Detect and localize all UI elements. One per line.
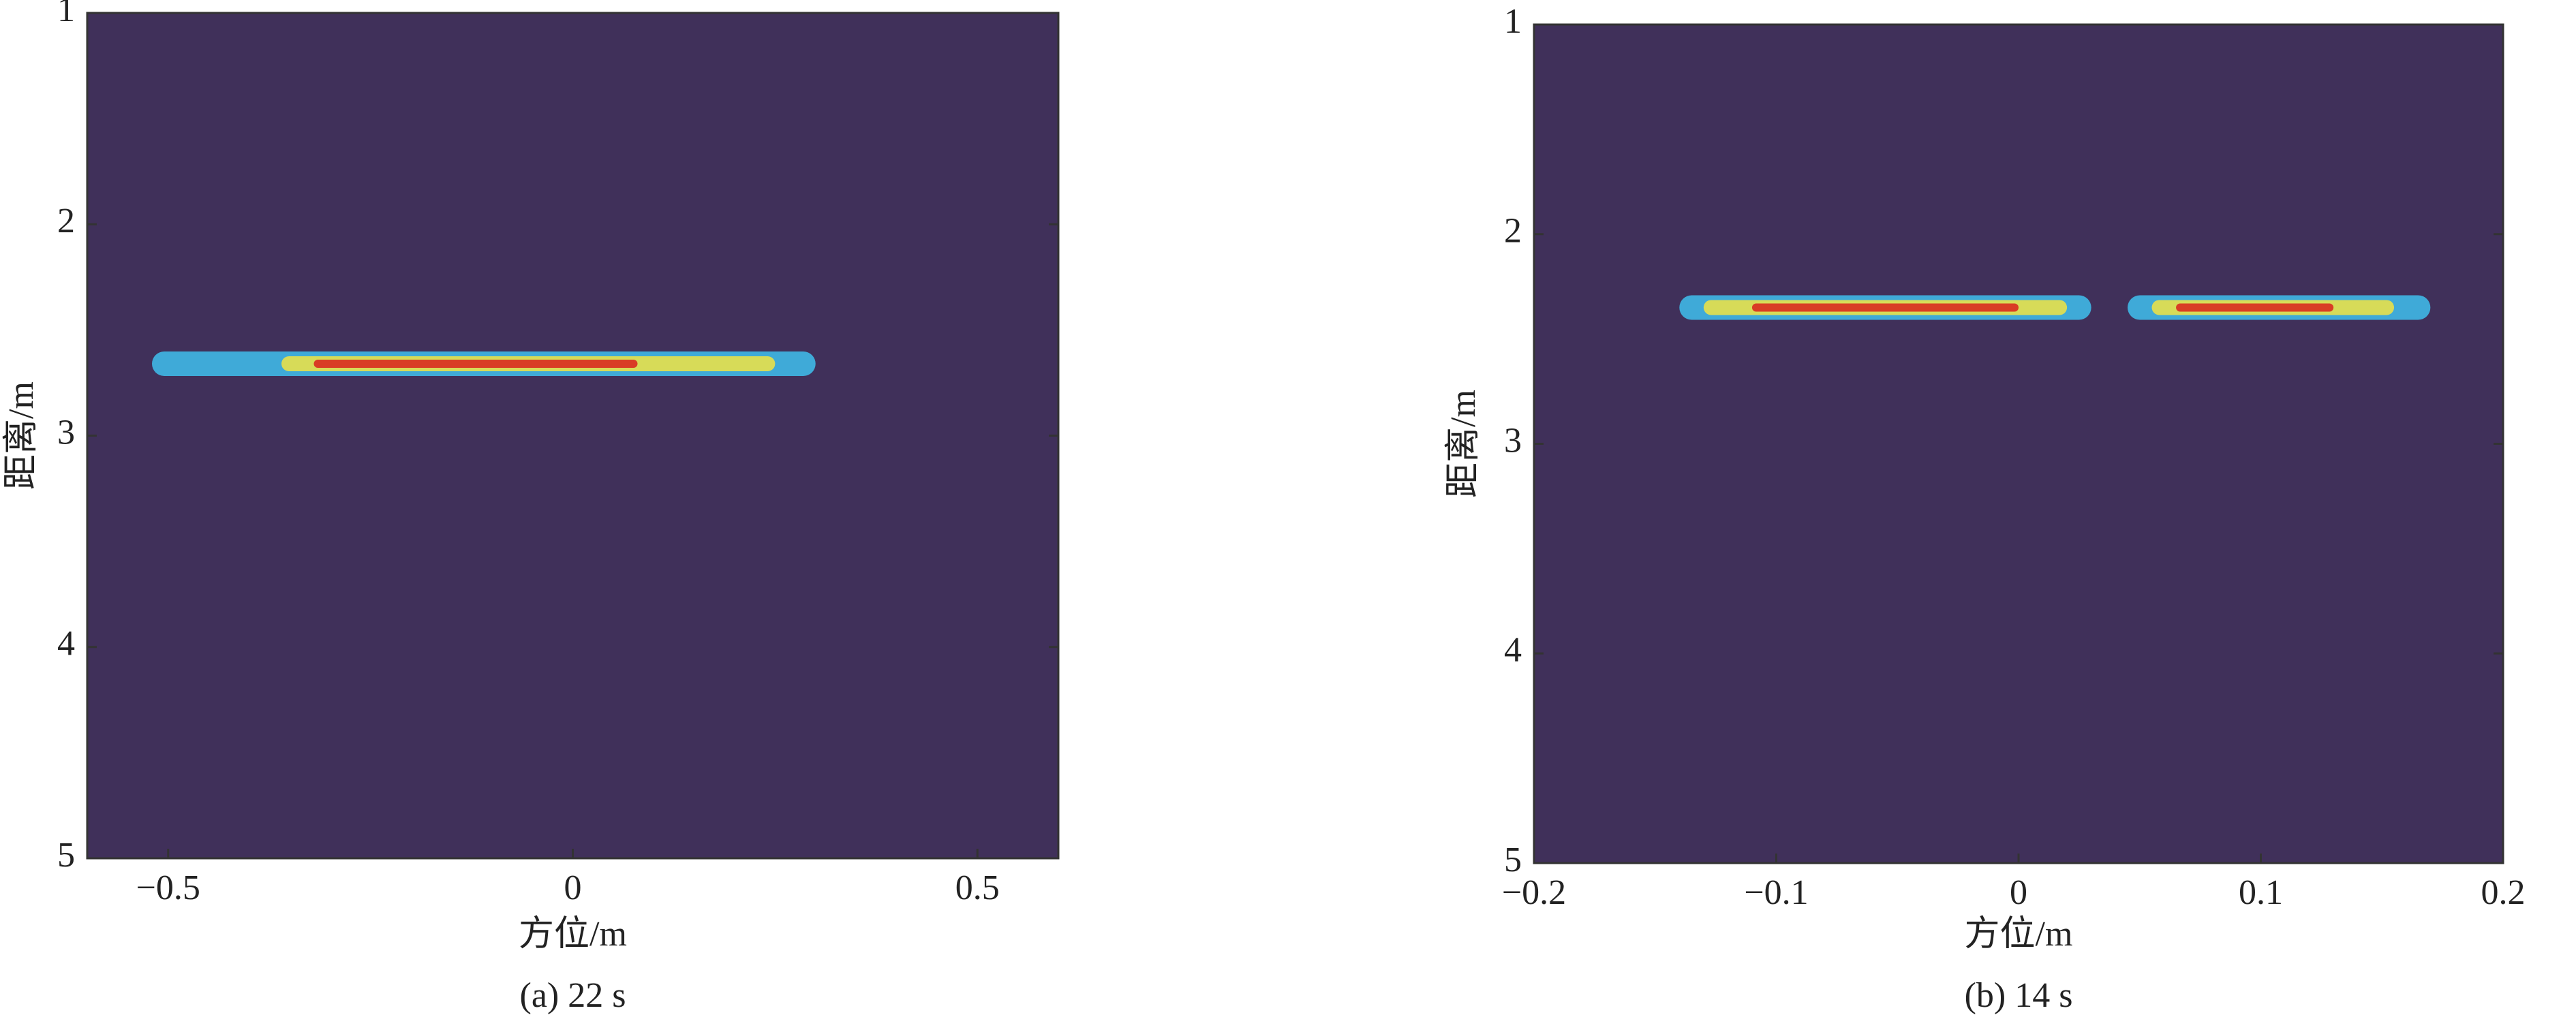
y-axis-label: 距离/m — [2, 381, 41, 490]
x-tick-label: −0.2 — [1502, 873, 1566, 912]
y-tick-label: 4 — [57, 625, 75, 663]
x-tick-label: −0.5 — [136, 869, 200, 907]
x-tick-label: 0 — [564, 869, 582, 907]
caption: (b) 14 s — [1965, 976, 2073, 1015]
y-tick-label: 3 — [57, 413, 75, 452]
y-tick-label: 2 — [1504, 212, 1522, 251]
caption: (a) 22 s — [520, 976, 626, 1015]
x-tick-label: −0.1 — [1744, 873, 1808, 912]
plot-background — [86, 12, 1060, 860]
y-axis-label: 距离/m — [1444, 390, 1483, 498]
x-axis-label: 方位/m — [1965, 915, 2073, 954]
y-tick-label: 2 — [57, 202, 75, 240]
x-tick-label: 0 — [2010, 873, 2027, 912]
y-tick-label: 5 — [57, 836, 75, 875]
x-tick-label: 0.2 — [2481, 873, 2526, 912]
y-tick-label: 5 — [1504, 841, 1522, 879]
streak — [313, 360, 638, 369]
y-tick-label: 3 — [1504, 421, 1522, 460]
y-tick-label: 1 — [57, 0, 75, 29]
x-axis-label: 方位/m — [519, 915, 627, 954]
x-tick-label: 0.5 — [955, 869, 1000, 907]
plot-background — [1533, 23, 2504, 864]
streak — [2176, 303, 2334, 312]
y-tick-label: 4 — [1504, 631, 1522, 670]
x-tick-label: 0.1 — [2239, 873, 2283, 912]
y-tick-label: 1 — [1504, 2, 1522, 41]
streak — [1751, 303, 2019, 312]
